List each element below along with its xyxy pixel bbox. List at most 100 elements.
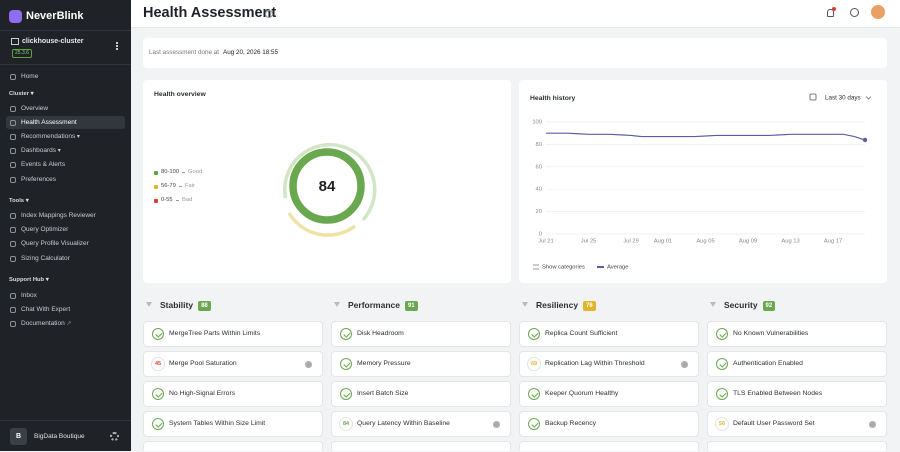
- legend-sep: [182, 172, 185, 173]
- check-item[interactable]: Disk Headroom: [331, 321, 511, 347]
- x-tick-label: Aug 05: [696, 239, 714, 245]
- check-icon: [716, 388, 728, 400]
- check-item[interactable]: TLS Enabled Between Nodes: [707, 381, 887, 407]
- notification-dot: [832, 7, 836, 11]
- notifications-icon[interactable]: [827, 9, 834, 17]
- cluster-menu[interactable]: [116, 42, 120, 50]
- nav-item[interactable]: Recommendations: [6, 130, 125, 143]
- check-name: No Known Vulnerabilities: [733, 330, 809, 337]
- nav-label: Inbox: [21, 292, 37, 299]
- check-item[interactable]: 45 Merge Pool Saturation: [143, 351, 323, 377]
- nav-label: Query Profile Visualizer: [21, 240, 89, 247]
- nav-item[interactable]: Health Assessment: [6, 116, 125, 129]
- nav-item[interactable]: Chat With Expert: [6, 303, 125, 316]
- check-icon: [340, 388, 352, 400]
- check-name: Disk Headroom: [357, 330, 404, 337]
- nav-label: Recommendations: [21, 130, 80, 144]
- nav-icon: [10, 306, 16, 313]
- cluster-icon: [11, 38, 19, 45]
- x-tick-label: Aug 13: [781, 239, 799, 245]
- check-score: 45: [151, 357, 165, 371]
- toggle-icon: [533, 264, 539, 270]
- nav-item[interactable]: Dashboards: [6, 144, 125, 157]
- nav-icon: [10, 161, 16, 168]
- sidebar: NeverBlink clickhouse-cluster 25.3.6 Hom…: [0, 0, 131, 451]
- nav-label: Preferences: [21, 176, 57, 183]
- settings-icon[interactable]: [110, 432, 119, 441]
- chart: Health history Last 30 days 0 20 40 60 80 100…: [530, 93, 872, 271]
- check-item[interactable]: 69 Replication Lag Within Threshold: [519, 351, 699, 377]
- category-score: 91: [404, 301, 418, 311]
- filter-icon: [522, 302, 528, 307]
- check-item-partial: [519, 441, 699, 451]
- legend-label: Average: [607, 265, 629, 271]
- check-item[interactable]: Keeper Quorum Healthy: [519, 381, 699, 407]
- category-score: 88: [198, 301, 211, 311]
- check-item[interactable]: Memory Pressure: [331, 351, 511, 377]
- check-item[interactable]: No Known Vulnerabilities: [707, 321, 887, 347]
- filter-icon: [710, 302, 716, 307]
- series-end-point: [862, 137, 868, 143]
- check-name: Query Latency Within Baseline: [357, 420, 450, 427]
- check-item[interactable]: Authentication Enabled: [707, 351, 887, 377]
- banner-label: Last assessment done at: [149, 49, 220, 56]
- check-item[interactable]: Replica Count Sufficient: [519, 321, 699, 347]
- help-icon[interactable]: [850, 8, 859, 17]
- check-item[interactable]: System Tables Within Size Limit: [143, 411, 323, 437]
- nav-item[interactable]: Query Profile Visualizer: [6, 237, 125, 250]
- check-icon: [716, 358, 728, 370]
- check-name: Replica Count Sufficient: [545, 330, 618, 337]
- legend-sep: [179, 186, 182, 187]
- nav-item[interactable]: Sizing Calculator: [6, 252, 125, 265]
- nav-icon: [10, 212, 16, 219]
- check-item[interactable]: No High-Signal Errors: [143, 381, 323, 407]
- check-item[interactable]: MergeTree Parts Within Limits: [143, 321, 323, 347]
- nav-item[interactable]: Overview: [6, 102, 125, 115]
- nav-label: Query Optimizer: [21, 226, 69, 233]
- nav-section: Support Hub: [9, 276, 49, 283]
- version-badge: 25.3.6: [12, 49, 32, 58]
- gauge-band: [287, 212, 357, 237]
- nav-item[interactable]: Documentation: [6, 317, 125, 330]
- x-tick-label: Aug 01: [654, 239, 672, 245]
- check-icon: [528, 418, 540, 430]
- nav-label: Index Mappings Reviewer: [21, 212, 96, 219]
- divider: [0, 30, 131, 31]
- nav-icon: [10, 176, 16, 183]
- nav-item[interactable]: Index Mappings Reviewer: [6, 209, 125, 222]
- nav-label: Health Assessment: [21, 119, 77, 126]
- check-item[interactable]: 84 Query Latency Within Baseline: [331, 411, 511, 437]
- user-avatar[interactable]: [871, 5, 885, 19]
- cluster-name[interactable]: clickhouse-cluster: [22, 38, 84, 45]
- gauge-score: 84: [319, 178, 336, 195]
- check-name: Replication Lag Within Threshold: [545, 360, 645, 367]
- assessment-banner: Last assessment done at Aug 20, 2026 18:…: [143, 38, 887, 68]
- nav-item[interactable]: Events & Alerts: [6, 158, 125, 171]
- check-item[interactable]: Insert Batch Size: [331, 381, 511, 407]
- page-title: Health Assessment: [143, 5, 277, 21]
- info-icon: [869, 421, 876, 428]
- nav-label: Dashboards: [21, 144, 61, 158]
- categories-toggle[interactable]: Show categories: [542, 265, 585, 271]
- nav-icon: [10, 119, 16, 126]
- category-name: Resiliency: [536, 300, 579, 310]
- check-item-partial: [143, 441, 323, 451]
- category-name: Security: [724, 300, 758, 310]
- check-item[interactable]: Backup Recency: [519, 411, 699, 437]
- nav-item[interactable]: Home: [6, 70, 125, 83]
- nav-icon: [10, 105, 16, 112]
- y-tick-label: 80: [536, 142, 542, 148]
- category-name: Performance: [348, 300, 400, 310]
- category-score: 92: [762, 301, 776, 311]
- nav-label: Overview: [21, 105, 49, 112]
- nav-item[interactable]: Query Optimizer: [6, 223, 125, 236]
- info-icon[interactable]: [265, 10, 273, 18]
- check-icon: [528, 388, 540, 400]
- nav-item[interactable]: Preferences: [6, 173, 125, 186]
- range-selector[interactable]: Last 30 days: [825, 95, 861, 102]
- check-icon: [152, 388, 164, 400]
- account-name[interactable]: BigData Boutique: [34, 433, 85, 440]
- check-item[interactable]: 56 Default User Password Set: [707, 411, 887, 437]
- nav-item[interactable]: Inbox: [6, 289, 125, 302]
